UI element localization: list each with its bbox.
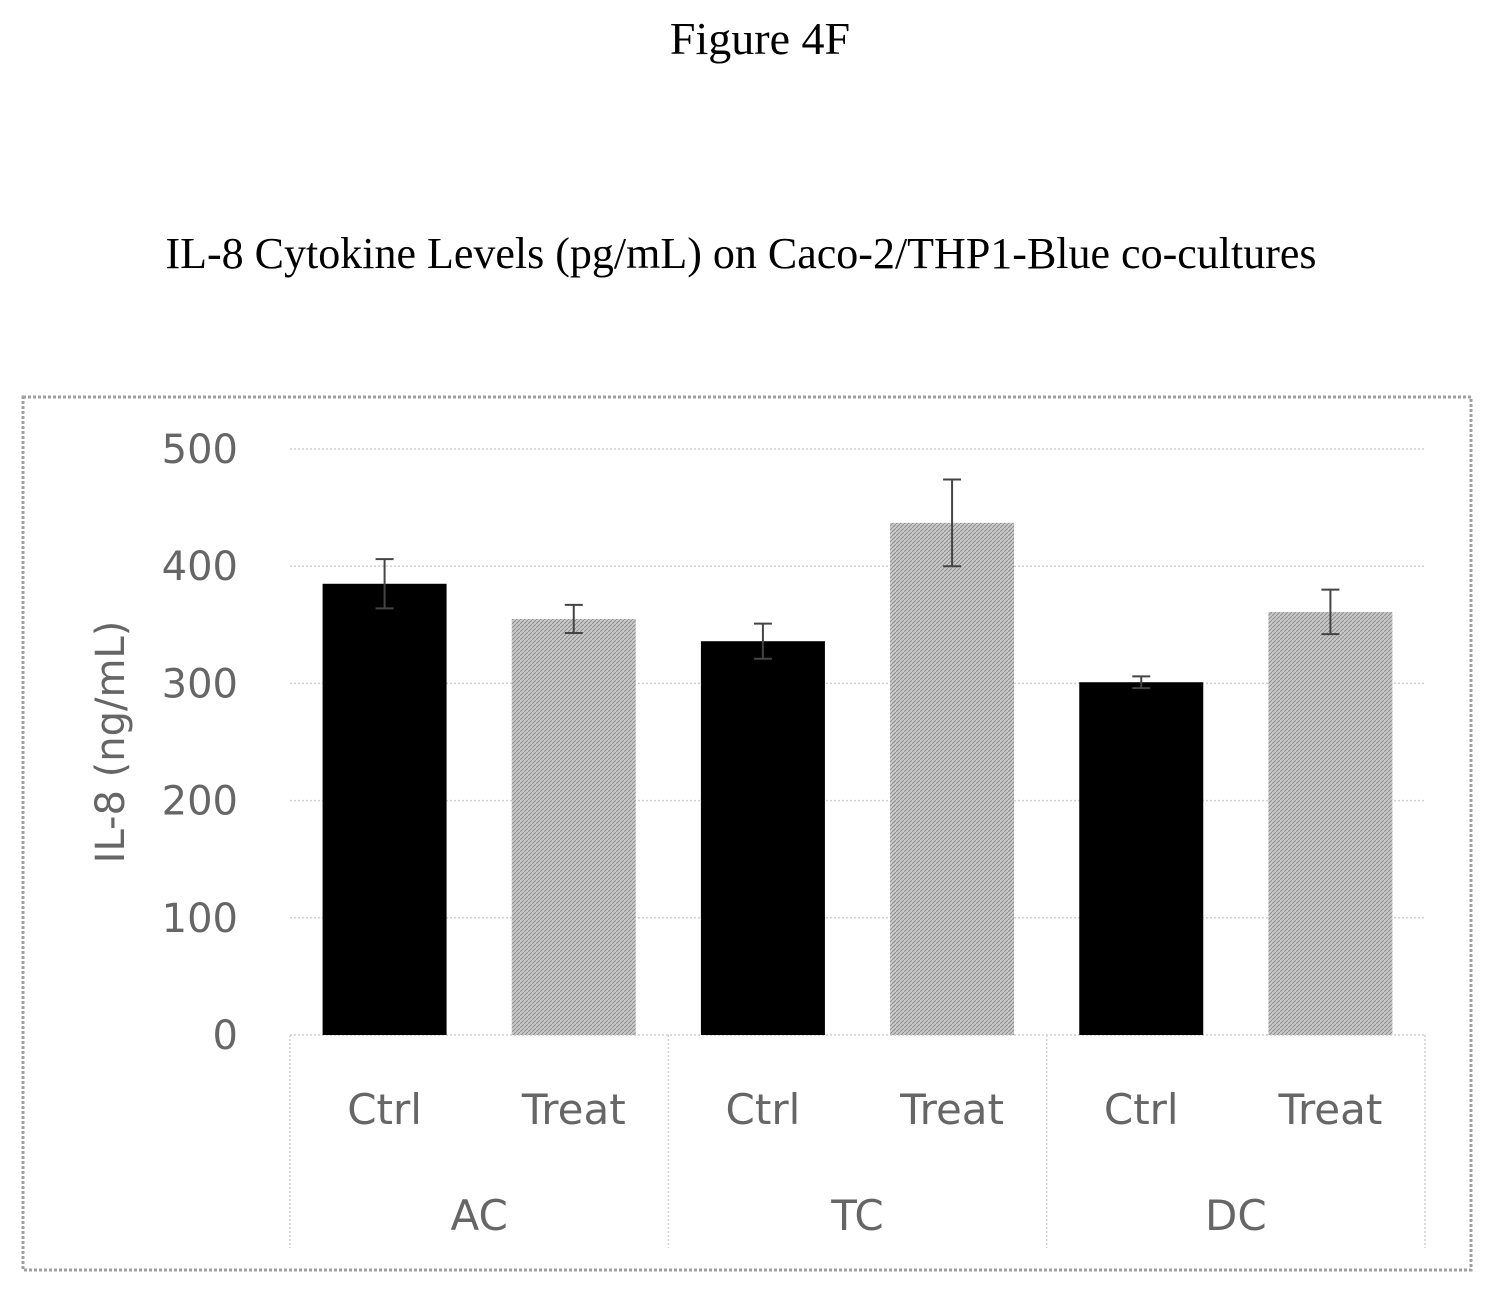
bar xyxy=(511,618,636,1035)
chart-title: IL-8 Cytokine Levels (pg/mL) on Caco-2/T… xyxy=(165,229,1317,278)
y-tick-label: 300 xyxy=(162,661,238,707)
bars xyxy=(322,522,1393,1035)
x-axis xyxy=(289,1034,1426,1248)
y-axis-label: IL-8 (ng/mL) xyxy=(88,621,134,864)
group-label: AC xyxy=(451,1191,508,1240)
category-label: Treat xyxy=(899,1085,1004,1134)
y-tick-label: 200 xyxy=(162,779,238,825)
error-bars xyxy=(375,478,1340,690)
bar xyxy=(890,522,1015,1035)
y-tick-label: 400 xyxy=(162,544,238,590)
y-tick-label: 100 xyxy=(162,896,238,942)
category-label: Treat xyxy=(1277,1085,1382,1134)
category-label: Ctrl xyxy=(347,1085,422,1134)
figure-label: Figure 4F xyxy=(669,13,851,64)
bar xyxy=(1268,611,1393,1035)
category-label: Ctrl xyxy=(1104,1085,1179,1134)
gridlines xyxy=(290,448,1425,919)
category-label: Treat xyxy=(521,1085,626,1134)
chart-frame xyxy=(21,395,1473,1272)
labels: 0 100 200 300 400 500 Ctrl Treat Ctrl Treat Ctrl Tr… xyxy=(162,427,1383,1240)
group-label: DC xyxy=(1205,1191,1267,1240)
y-tick-label: 500 xyxy=(162,427,238,473)
category-label: Ctrl xyxy=(726,1085,801,1134)
y-tick-label: 0 xyxy=(213,1013,238,1059)
group-label: TC xyxy=(830,1191,884,1240)
bar xyxy=(700,641,825,1035)
bar xyxy=(1079,682,1204,1035)
bar xyxy=(322,583,447,1035)
